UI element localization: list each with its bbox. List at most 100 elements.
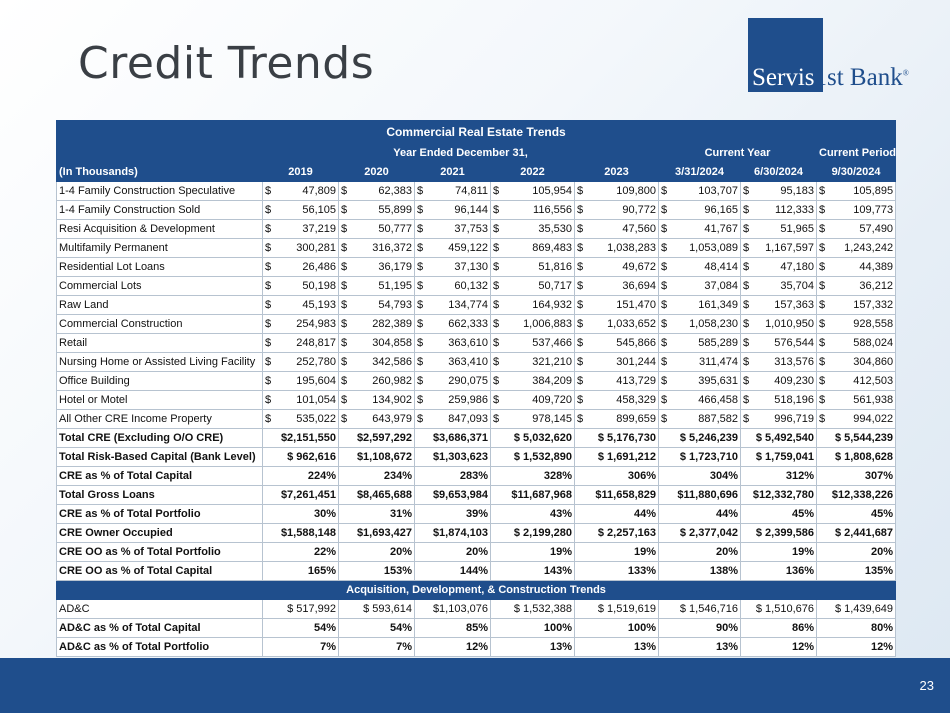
value-cell: $537,466 [490,333,575,353]
value-cell: 13% [658,637,741,657]
column-header: (In Thousands) [56,162,263,182]
money-value: $41,767 [661,223,738,235]
currency-symbol: $ [265,375,272,387]
currency-symbol: $ [493,185,500,197]
currency-symbol: $ [661,413,668,425]
money-value: $54,793 [341,299,412,311]
currency-symbol: $ [417,204,424,216]
money-value: $311,474 [661,356,738,368]
money-value: $585,289 [661,337,738,349]
money-value: $259,986 [417,394,488,406]
value-cell: $ 1,519,619 [574,599,659,619]
value-cell: $301,244 [574,352,659,372]
currency-symbol: $ [341,356,348,368]
amount: 57,490 [859,223,894,235]
currency-symbol: $ [743,375,750,387]
currency-symbol: $ [493,299,500,311]
value-cell: 19% [490,542,575,562]
value-cell: $50,777 [338,219,415,239]
amount: 409,720 [532,394,572,406]
amount: 105,954 [532,185,572,197]
money-value: $134,774 [417,299,488,311]
value-cell: $1,103,076 [414,599,491,619]
money-value: $1,010,950 [743,318,814,330]
amount: 51,195 [378,280,412,292]
value-cell: 54% [262,618,339,638]
value-cell: $561,938 [815,390,897,410]
value-cell: $ 1,546,716 [658,599,741,619]
money-value: $313,576 [743,356,814,368]
amount: 157,363 [774,299,814,311]
amount: 537,466 [532,337,572,349]
value-cell: $458,329 [574,390,659,410]
amount: 96,165 [704,204,738,216]
value-cell: $466,458 [658,390,741,410]
adc-row: AD&C $ 517,992 $ 593,614 $1,103,076 $ 1,532,… [56,599,897,619]
money-value: $101,054 [265,394,336,406]
value-cell: 39% [414,504,491,524]
row-label: Commercial Lots [56,276,263,296]
value-cell: $161,349 [658,295,741,315]
money-value: $56,105 [265,204,336,216]
amount: 290,075 [448,375,488,387]
value-cell: $51,965 [740,219,817,239]
table-row: Multifamily Permanent $300,281 $316,372 $45… [56,238,897,258]
value-cell: $44,389 [815,257,897,277]
value-cell: 12% [815,637,897,657]
money-value: $994,022 [819,413,893,425]
value-cell: $109,773 [815,200,897,220]
value-cell: $ 593,614 [338,599,415,619]
amount: 55,899 [378,204,412,216]
table-row: Commercial Lots $50,198 $51,195 $60,132 $50,… [56,276,897,296]
amount: 1,010,950 [765,318,814,330]
value-cell: $ 5,544,239 [815,428,897,448]
amount: 44,389 [859,261,894,273]
currency-symbol: $ [577,204,584,216]
value-cell: 138% [658,561,741,581]
money-value: $978,145 [493,413,572,425]
money-value: $412,503 [819,375,893,387]
row-label: Total CRE (Excluding O/O CRE) [56,428,263,448]
value-cell: $11,687,968 [490,485,575,505]
money-value: $887,582 [661,413,738,425]
adc-section-title: Acquisition, Development, & Construction… [55,580,897,600]
amount: 47,560 [622,223,656,235]
row-label: 1-4 Family Construction Speculative [56,181,263,201]
amount: 252,780 [296,356,336,368]
money-value: $254,983 [265,318,336,330]
value-cell: 306% [574,466,659,486]
money-value: $109,773 [819,204,893,216]
amount: 95,183 [780,185,814,197]
money-value: $105,954 [493,185,572,197]
row-label: Commercial Construction [56,314,263,334]
amount: 1,167,597 [765,242,814,254]
amount: 887,582 [698,413,738,425]
value-cell: $48,414 [658,257,741,277]
amount: 282,389 [372,318,412,330]
value-cell: $7,261,451 [262,485,339,505]
currency-symbol: $ [819,413,826,425]
amount: 109,800 [616,185,656,197]
currency-symbol: $ [417,223,424,235]
value-cell: 224% [262,466,339,486]
value-cell: $1,167,597 [740,238,817,258]
currency-symbol: $ [341,413,348,425]
value-cell: $134,774 [414,295,491,315]
currency-symbol: $ [265,223,272,235]
currency-symbol: $ [265,356,272,368]
bank-logo-block [748,18,823,92]
value-cell: $37,219 [262,219,339,239]
money-value: $1,167,597 [743,242,814,254]
amount: 535,022 [296,413,336,425]
amount: 248,817 [296,337,336,349]
currency-symbol: $ [493,394,500,406]
money-value: $57,490 [819,223,893,235]
money-value: $1,053,089 [661,242,738,254]
amount: 1,243,242 [844,242,894,254]
value-cell: 7% [262,637,339,657]
value-cell: $1,038,283 [574,238,659,258]
amount: 304,860 [853,356,894,368]
group-header-years: Year Ended December 31, [262,143,659,163]
value-cell: 19% [574,542,659,562]
row-label: Resi Acquisition & Development [56,219,263,239]
